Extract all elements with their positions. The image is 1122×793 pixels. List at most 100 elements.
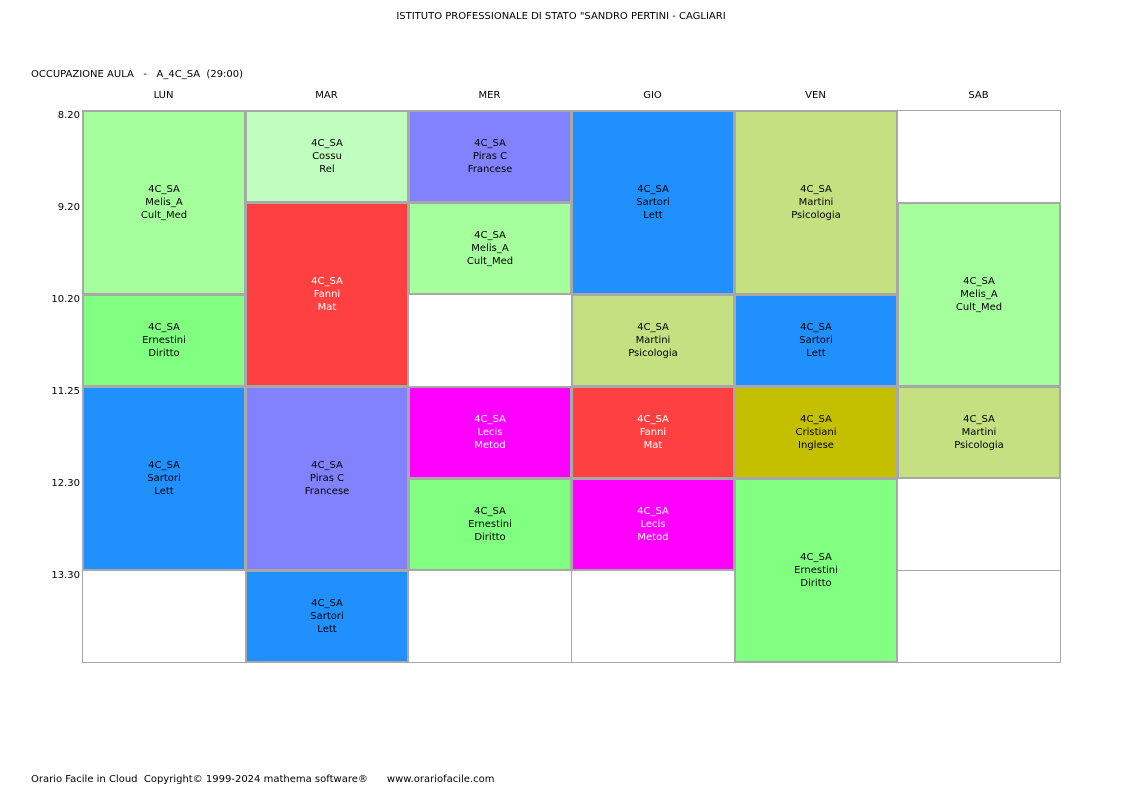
day-header-lun: LUN <box>153 90 174 101</box>
empty-slot <box>897 478 1061 571</box>
lesson-subject: Lett <box>154 486 174 497</box>
lesson-class: 4C_SA <box>474 230 506 241</box>
lesson-class: 4C_SA <box>311 276 343 287</box>
lesson-subject: Francese <box>467 164 513 175</box>
lesson-teacher: Cristiani <box>795 427 837 438</box>
lesson-block[interactable]: 4C_SA Cossu Rel <box>246 111 408 202</box>
lesson-subject: Francese <box>304 486 350 497</box>
lesson-teacher: Martini <box>798 197 834 208</box>
lesson-block[interactable]: 4C_SA Melis_A Cult_Med <box>409 203 571 294</box>
lesson-subject: Rel <box>319 164 335 175</box>
lesson-subject: Psicologia <box>628 348 678 359</box>
lesson-block[interactable]: 4C_SA Sartori Lett <box>735 295 897 386</box>
day-header-gio: GIO <box>643 90 662 101</box>
lesson-block[interactable]: 4C_SA Lecis Metod <box>572 479 734 570</box>
lesson-class: 4C_SA <box>637 322 669 333</box>
lesson-teacher: Ernestini <box>794 565 838 576</box>
lesson-teacher: Sartori <box>636 197 670 208</box>
lesson-class: 4C_SA <box>311 598 343 609</box>
lesson-class: 4C_SA <box>637 506 669 517</box>
lesson-block[interactable]: 4C_SA Ernestini Diritto <box>409 479 571 570</box>
lesson-class: 4C_SA <box>148 184 180 195</box>
lesson-block[interactable]: 4C_SA Fanni Mat <box>246 203 408 386</box>
day-header-mer: MER <box>478 90 501 101</box>
lesson-teacher: Melis_A <box>145 197 183 208</box>
lesson-block[interactable]: 4C_SA Piras C Francese <box>246 387 408 570</box>
lesson-block[interactable]: 4C_SA Fanni Mat <box>572 387 734 478</box>
lesson-teacher: Fanni <box>639 427 667 438</box>
lesson-block[interactable]: 4C_SA Cristiani Inglese <box>735 387 897 478</box>
lesson-teacher: Sartori <box>310 611 344 622</box>
lesson-subject: Diritto <box>800 578 832 589</box>
lesson-teacher: Melis_A <box>471 243 509 254</box>
lesson-teacher: Piras C <box>472 151 508 162</box>
lesson-block[interactable]: 4C_SA Sartori Lett <box>572 111 734 294</box>
time-label: 8.20 <box>57 110 80 121</box>
lesson-subject: Psicologia <box>791 210 841 221</box>
lesson-teacher: Ernestini <box>142 335 186 346</box>
lesson-block[interactable]: 4C_SA Martini Psicologia <box>735 111 897 294</box>
empty-slot <box>408 570 572 663</box>
lesson-block[interactable]: 4C_SA Martini Psicologia <box>898 387 1060 478</box>
lesson-subject: Lett <box>643 210 663 221</box>
school-title: ISTITUTO PROFESSIONALE DI STATO "SANDRO … <box>396 11 726 22</box>
lesson-block[interactable]: 4C_SA Lecis Metod <box>409 387 571 478</box>
lesson-block[interactable]: 4C_SA Melis_A Cult_Med <box>83 111 245 294</box>
lesson-block[interactable]: 4C_SA Sartori Lett <box>246 571 408 662</box>
lesson-teacher: Martini <box>961 427 997 438</box>
empty-slot <box>897 570 1061 663</box>
empty-slot <box>82 570 246 663</box>
room-occupation-title: OCCUPAZIONE AULA - A_4C_SA (29:00) <box>31 69 244 80</box>
lesson-class: 4C_SA <box>800 322 832 333</box>
day-header-mar: MAR <box>315 90 338 101</box>
empty-slot <box>571 570 735 663</box>
lesson-teacher: Lecis <box>640 519 666 530</box>
time-label: 11.25 <box>51 386 80 397</box>
lesson-subject: Lett <box>317 624 337 635</box>
lesson-block[interactable]: 4C_SA Melis_A Cult_Med <box>898 203 1060 386</box>
lesson-teacher: Sartori <box>799 335 833 346</box>
time-label: 12.30 <box>51 478 80 489</box>
lesson-class: 4C_SA <box>474 414 506 425</box>
lesson-teacher: Piras C <box>309 473 345 484</box>
lesson-class: 4C_SA <box>963 414 995 425</box>
lesson-subject: Lett <box>806 348 826 359</box>
lesson-block[interactable]: 4C_SA Sartori Lett <box>83 387 245 570</box>
lesson-subject: Diritto <box>148 348 180 359</box>
time-label: 13.30 <box>51 570 80 581</box>
empty-slot <box>408 294 572 387</box>
lesson-teacher: Fanni <box>313 289 341 300</box>
lesson-class: 4C_SA <box>311 138 343 149</box>
lesson-subject: Cult_Med <box>140 210 188 221</box>
lesson-teacher: Sartori <box>147 473 181 484</box>
lesson-subject: Metod <box>637 532 669 543</box>
lesson-block[interactable]: 4C_SA Piras C Francese <box>409 111 571 202</box>
footer-copyright: Orario Facile in Cloud Copyright© 1999-2… <box>31 774 495 785</box>
lesson-subject: Diritto <box>474 532 506 543</box>
lesson-class: 4C_SA <box>800 414 832 425</box>
lesson-class: 4C_SA <box>963 276 995 287</box>
lesson-class: 4C_SA <box>311 460 343 471</box>
time-label: 9.20 <box>57 202 80 213</box>
lesson-teacher: Martini <box>635 335 671 346</box>
lesson-teacher: Cossu <box>312 151 342 162</box>
empty-slot <box>897 110 1061 203</box>
lesson-class: 4C_SA <box>148 322 180 333</box>
lesson-subject: Psicologia <box>954 440 1004 451</box>
time-label: 10.20 <box>51 294 80 305</box>
lesson-teacher: Lecis <box>477 427 503 438</box>
lesson-class: 4C_SA <box>637 184 669 195</box>
lesson-block[interactable]: 4C_SA Ernestini Diritto <box>735 479 897 662</box>
lesson-subject: Mat <box>317 302 337 313</box>
lesson-subject: Mat <box>643 440 663 451</box>
lesson-subject: Inglese <box>798 440 834 451</box>
lesson-subject: Metod <box>474 440 506 451</box>
lesson-class: 4C_SA <box>637 414 669 425</box>
lesson-subject: Cult_Med <box>466 256 514 267</box>
lesson-block[interactable]: 4C_SA Ernestini Diritto <box>83 295 245 386</box>
lesson-class: 4C_SA <box>148 460 180 471</box>
day-header-sab: SAB <box>968 90 989 101</box>
lesson-teacher: Ernestini <box>468 519 512 530</box>
lesson-block[interactable]: 4C_SA Martini Psicologia <box>572 295 734 386</box>
lesson-class: 4C_SA <box>800 184 832 195</box>
